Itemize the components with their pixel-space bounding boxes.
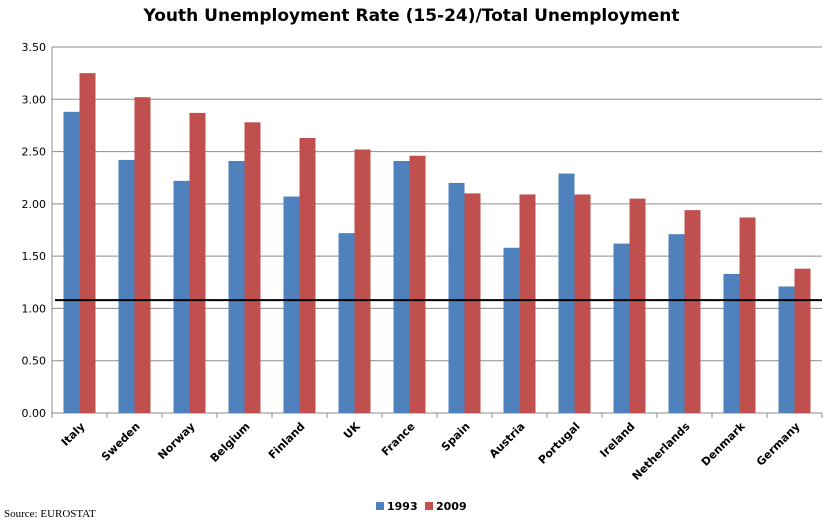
bar-1993 <box>283 196 300 413</box>
x-tick-label: Belgium <box>208 420 253 465</box>
legend-label-2009: 2009 <box>436 500 467 513</box>
x-tick-label: Ireland <box>597 420 637 460</box>
bar-1993 <box>173 180 190 413</box>
bar-2009 <box>629 198 646 413</box>
bar-2009 <box>299 137 316 413</box>
bar-1993 <box>503 247 520 413</box>
bar-1993 <box>558 173 575 413</box>
bar-1993 <box>393 160 410 413</box>
bar-2009 <box>79 73 96 414</box>
bar-1993 <box>778 286 795 413</box>
x-tick-label: Denmark <box>699 419 748 468</box>
chart-title: Youth Unemployment Rate (15-24)/Total Un… <box>143 6 680 26</box>
bar-1993 <box>668 234 685 413</box>
x-tick-label: Netherlands <box>630 420 693 483</box>
legend-swatch-2009 <box>425 502 433 510</box>
bar-2009 <box>409 155 426 414</box>
x-tick-label: Norway <box>155 420 197 462</box>
bar-2009 <box>134 97 151 414</box>
x-tick-label: Austria <box>487 420 528 461</box>
bar-1993 <box>723 273 740 413</box>
y-tick-label: 3.50 <box>22 41 47 54</box>
bar-1993 <box>63 111 80 413</box>
x-tick-label: France <box>379 420 418 459</box>
y-tick-label: 0.00 <box>22 407 47 420</box>
bar-1993 <box>228 160 245 413</box>
y-tick-label: 2.50 <box>22 146 47 159</box>
x-tick-label: Portugal <box>536 420 583 467</box>
x-tick-label: Sweden <box>99 420 143 464</box>
x-tick-label: Italy <box>59 420 88 449</box>
y-tick-label: 2.00 <box>22 198 47 211</box>
y-tick-label: 1.50 <box>22 250 47 263</box>
x-tick-label: Finland <box>266 420 308 462</box>
y-tick-label: 3.00 <box>22 93 47 106</box>
bar-2009 <box>244 122 261 413</box>
y-tick-label: 0.50 <box>22 355 47 368</box>
bar-1993 <box>338 233 355 413</box>
bar-2009 <box>519 194 536 413</box>
bar-2009 <box>354 149 371 414</box>
bar-2009 <box>189 112 206 413</box>
bar-1993 <box>448 182 465 413</box>
x-tick-label: Germany <box>754 420 803 469</box>
bar-2009 <box>794 268 811 413</box>
x-tick-label: UK <box>341 420 363 442</box>
x-tick-label: Spain <box>439 420 473 454</box>
bar-1993 <box>118 159 135 413</box>
y-tick-label: 1.00 <box>22 302 47 315</box>
bar-2009 <box>739 217 756 413</box>
legend-label-1993: 1993 <box>387 500 418 513</box>
bar-1993 <box>613 243 630 413</box>
bar-2009 <box>684 210 701 413</box>
source-note: Source: EUROSTAT <box>4 508 96 520</box>
legend-swatch-1993 <box>376 502 384 510</box>
bar-2009 <box>574 194 591 413</box>
bar-2009 <box>464 193 481 413</box>
